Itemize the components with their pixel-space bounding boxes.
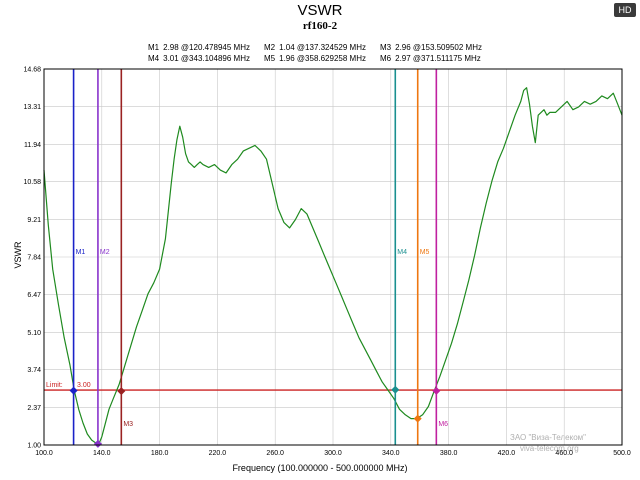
legend-m6-readout: 2.97 @371.511175 MHz xyxy=(395,54,481,63)
limit-value-label: 3.00 xyxy=(77,382,91,389)
limit-label: Limit: xyxy=(46,382,63,389)
marker-label-m1: M1 xyxy=(76,249,86,256)
marker-label-m4: M4 xyxy=(397,249,407,256)
chart-title: VSWR xyxy=(297,2,343,19)
x-axis-label: Frequency (100.000000 - 500.000000 MHz) xyxy=(232,463,408,473)
x-tick-label: 340.0 xyxy=(382,450,400,457)
legend-m4: M4 3.01 @343.104896 MHz xyxy=(148,53,250,65)
watermark-line1: ЗАО "Виза-Телеком" xyxy=(510,433,586,442)
marker-point-m5 xyxy=(413,414,422,423)
watermark: ЗАО "Виза-Телеком" viva-telecom.org xyxy=(510,432,586,454)
marker-label-m2: M2 xyxy=(100,249,110,256)
limit-group: Limit: 3.00 xyxy=(44,382,622,391)
marker-group: M1 M2 M3 M4 M5 M6 xyxy=(69,69,448,448)
y-tick-label: 1.00 xyxy=(27,443,41,450)
y-tick-label: 2.37 xyxy=(27,405,41,412)
x-tick-labels: 100.0 140.0 180.0 220.0 260.0 300.0 340.0 380.0… xyxy=(35,450,631,457)
legend-m5-name: M5 xyxy=(264,54,276,63)
marker-label-m3: M3 xyxy=(123,421,133,428)
legend-m3-readout: 2.96 @153.509502 MHz xyxy=(395,43,482,52)
plot-frame xyxy=(43,68,623,446)
hd-badge[interactable]: HD xyxy=(614,3,636,17)
x-tick-label: 500.0 xyxy=(613,450,631,457)
y-tick-label: 3.74 xyxy=(27,367,41,374)
y-tick-label: 6.47 xyxy=(27,292,41,299)
legend-m1-name: M1 xyxy=(148,43,160,52)
legend-m5-readout: 1.96 @358.629258 MHz xyxy=(279,54,366,63)
vswr-series-line xyxy=(43,87,623,445)
x-tick-label: 300.0 xyxy=(324,450,342,457)
marker-point-m1 xyxy=(69,386,78,395)
marker-point-m6 xyxy=(432,386,441,395)
series-group xyxy=(43,87,623,445)
y-tick-label: 7.84 xyxy=(27,255,41,262)
legend-m4-name: M4 xyxy=(148,54,160,63)
marker-point-m4 xyxy=(391,385,400,394)
legend-m1-readout: 2.98 @120.478945 MHz xyxy=(163,43,250,52)
legend-m2-readout: 1.04 @137.324529 MHz xyxy=(279,43,366,52)
marker-label-m6: M6 xyxy=(438,421,448,428)
chart-subtitle: rf160-2 xyxy=(302,20,338,32)
legend-m3: M3 2.96 @153.509502 MHz xyxy=(380,42,482,54)
y-tick-label: 9.21 xyxy=(27,217,41,224)
legend-m2: M2 1.04 @137.324529 MHz xyxy=(264,42,366,54)
x-tick-label: 180.0 xyxy=(151,450,169,457)
x-tick-label: 380.0 xyxy=(440,450,458,457)
x-tick-label: 140.0 xyxy=(93,450,111,457)
legend-m1: M1 2.98 @120.478945 MHz xyxy=(148,42,250,54)
y-tick-label: 10.58 xyxy=(23,179,41,186)
marker-point-m3 xyxy=(117,387,126,396)
legend-m5: M5 1.96 @358.629258 MHz xyxy=(264,53,366,65)
x-tick-label: 420.0 xyxy=(498,450,516,457)
legend-m6: M6 2.97 @371.511175 MHz xyxy=(380,53,481,65)
legend-m6-name: M6 xyxy=(380,54,392,63)
watermark-line2: viva-telecom.org xyxy=(520,444,579,453)
x-tick-label: 460.0 xyxy=(555,450,573,457)
plot-grid xyxy=(43,68,623,446)
y-tick-label: 13.31 xyxy=(23,104,41,111)
marker-point-m2 xyxy=(93,439,102,448)
y-tick-label: 11.94 xyxy=(24,142,41,149)
legend-m4-readout: 3.01 @343.104896 MHz xyxy=(163,54,250,63)
y-tick-label: 14.68 xyxy=(23,67,41,74)
y-tick-labels: 1.00 2.37 3.74 5.10 6.47 7.84 9.21 10.58 11.94 13… xyxy=(23,67,41,450)
x-tick-label: 100.0 xyxy=(35,450,53,457)
x-tick-label: 220.0 xyxy=(209,450,227,457)
y-tick-label: 5.10 xyxy=(27,330,41,337)
legend-m2-name: M2 xyxy=(264,43,276,52)
legend-m3-name: M3 xyxy=(380,43,392,52)
x-tick-label: 260.0 xyxy=(266,450,284,457)
marker-label-m5: M5 xyxy=(420,249,430,256)
